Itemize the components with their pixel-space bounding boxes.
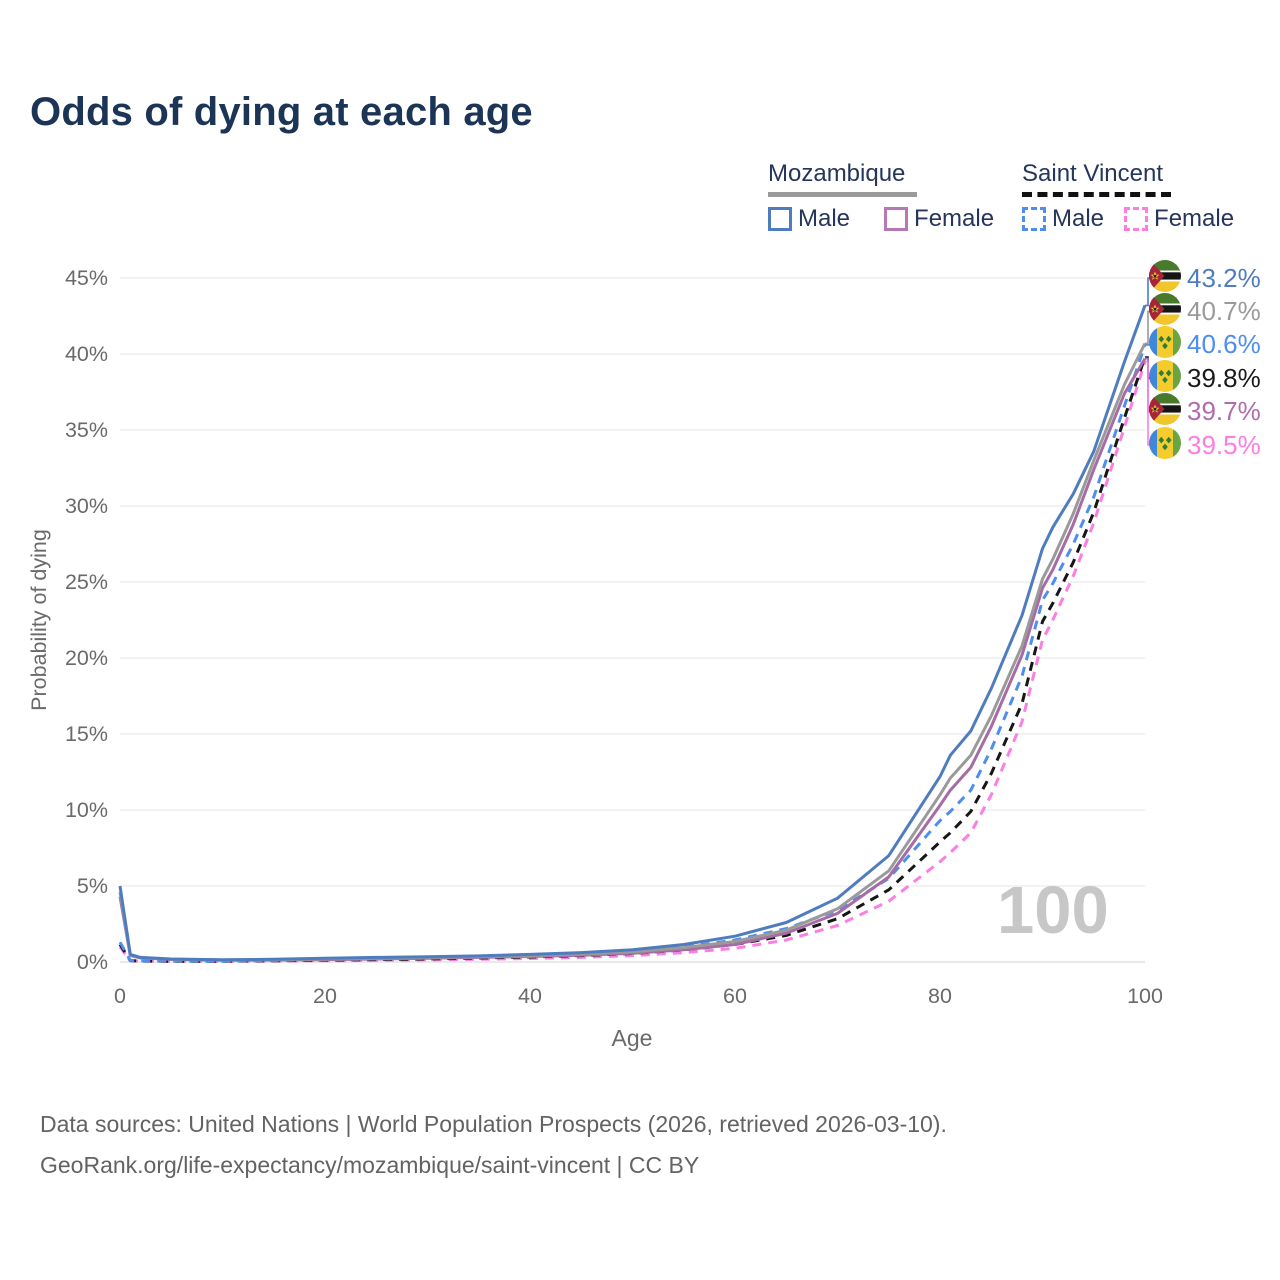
mozambique-flag-icon (1149, 259, 1181, 292)
svg-text:40%: 40% (65, 342, 108, 366)
end-label-row: 43.2% (1149, 259, 1261, 297)
legend-item-saint-vincent-female[interactable]: Female (1124, 205, 1234, 233)
legend-item-saint-vincent-male[interactable]: Male (1022, 205, 1104, 233)
svg-text:0: 0 (114, 984, 126, 1008)
end-label-value: 39.5% (1187, 429, 1261, 460)
legend-item-mozambique-female[interactable]: Female (884, 205, 994, 233)
flag-icon (1149, 393, 1181, 430)
svg-text:40: 40 (518, 984, 542, 1008)
legend-label: Female (1154, 205, 1235, 232)
svg-text:60: 60 (723, 984, 747, 1008)
end-label-row: 40.6% (1149, 326, 1261, 363)
svg-text:15%: 15% (65, 722, 108, 746)
end-label-value: 39.7% (1187, 396, 1261, 427)
x-axis-title: Age (612, 1025, 653, 1051)
end-label-row: 39.7% (1149, 393, 1261, 430)
svg-text:5%: 5% (77, 874, 108, 898)
legend-country-mozambique[interactable]: Mozambique (768, 160, 906, 187)
end-label-row: 40.7% (1149, 292, 1261, 330)
series-lines (118, 304, 1147, 963)
y-axis-title: Probability of dying (27, 529, 51, 711)
legend-label: Female (914, 205, 995, 232)
end-label-value: 40.7% (1187, 295, 1261, 326)
legend-label: Male (798, 205, 851, 232)
legend-swatch-saint-vincent-female[interactable] (1124, 207, 1149, 231)
tick-labels: 0% 5% 10% 15% 20% 25% 30% 35% 40% 45% 0 20 40 60 80 100 (65, 266, 1163, 1008)
legend-swatch-mozambique-male[interactable] (768, 207, 792, 231)
legend-group-saint-vincent: Saint Vincent Male Female (1022, 160, 1234, 233)
saint-vincent-flag-icon (1149, 426, 1181, 459)
svg-text:45%: 45% (65, 266, 108, 290)
end-label-row: 39.5% (1149, 426, 1261, 464)
end-label-value: 39.8% (1187, 362, 1261, 393)
svg-text:10%: 10% (65, 798, 108, 822)
footer-sources: Data sources: United Nations | World Pop… (40, 1111, 947, 1137)
gridlines (120, 277, 1145, 963)
legend-swatch-saint-vincent-male[interactable] (1022, 207, 1046, 231)
end-label-row: 39.8% (1149, 359, 1261, 397)
flag-icon (1149, 259, 1181, 297)
legend-swatch-mozambique-female[interactable] (884, 207, 909, 231)
svg-text:30%: 30% (65, 494, 108, 518)
legend-label: Male (1052, 205, 1105, 232)
saint-vincent-flag-icon (1149, 326, 1181, 359)
svg-text:80: 80 (928, 984, 952, 1008)
saint-vincent-flag-icon (1149, 359, 1181, 392)
svg-text:25%: 25% (65, 570, 108, 594)
svg-text:20: 20 (313, 984, 337, 1008)
watermark-age-100: 100 (997, 873, 1109, 948)
flag-icon (1149, 292, 1181, 330)
legend-item-mozambique-male[interactable]: Male (768, 205, 850, 233)
flag-icon (1149, 326, 1181, 363)
svg-text:0%: 0% (77, 950, 108, 974)
end-label-value: 43.2% (1187, 262, 1261, 293)
svg-text:100: 100 (1127, 984, 1163, 1008)
svg-text:35%: 35% (65, 418, 108, 442)
flag-icon (1149, 359, 1181, 397)
legend-underline-saint-vincent (1022, 192, 1171, 197)
line-chart: 0% 5% 10% 15% 20% 25% 30% 35% 40% 45% 0 20 40 60 80 100… (27, 266, 1163, 1051)
flag-icon (1149, 426, 1181, 464)
mozambique-flag-icon (1149, 292, 1181, 325)
footer: Data sources: United Nations | World Pop… (40, 1104, 947, 1186)
svg-text:20%: 20% (65, 646, 108, 670)
page-title: Odds of dying at each age (30, 90, 533, 134)
footer-attribution: GeoRank.org/life-expectancy/mozambique/s… (40, 1152, 700, 1178)
legend-group-mozambique: Mozambique Male Female (768, 160, 994, 233)
legend-country-saint-vincent[interactable]: Saint Vincent (1022, 160, 1163, 187)
legend-underline-mozambique (768, 192, 917, 197)
mozambique-flag-icon (1149, 393, 1181, 426)
end-label-value: 40.6% (1187, 329, 1261, 360)
